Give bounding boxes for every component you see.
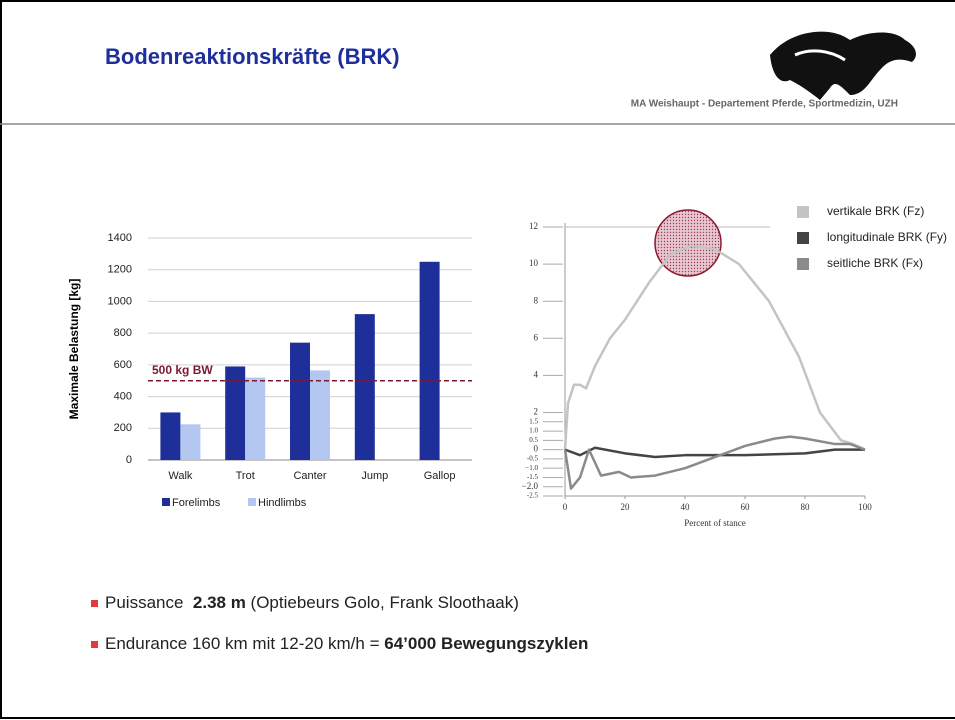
bullet-part: Puissance (105, 593, 193, 612)
bar (245, 377, 266, 460)
bullet-marker (91, 600, 98, 607)
y-tick-label: 0 (126, 454, 132, 466)
y-tick-label: 4 (534, 369, 539, 379)
y-tick-label: 600 (114, 359, 132, 371)
y-tick-label: 0 (534, 444, 539, 454)
y-tick-label: 6 (534, 332, 539, 342)
legend-swatch (162, 498, 170, 506)
x-tick-label: Jump (361, 470, 388, 482)
bar-chart: 0 200 400 600 800 1000 1200 1400 Maximale Belast… (67, 232, 472, 509)
highlight (654, 209, 722, 277)
horse-logo-detail (794, 49, 846, 62)
legend-swatch (797, 258, 809, 270)
x-axis-label: Percent of stance (684, 518, 745, 528)
series-line (563, 244, 866, 451)
x-tick-label: 0 (563, 502, 568, 512)
x-tick-label: 80 (801, 502, 811, 512)
legend-label: Hindlimbs (258, 497, 307, 509)
title: Bodenreaktionskräfte (BRK) (105, 44, 400, 69)
y-tick-label: 1200 (108, 264, 132, 276)
series-line (564, 446, 865, 459)
series-line (563, 435, 866, 490)
x-tick-label: Walk (168, 470, 193, 482)
bullet-part: Endurance 160 km mit 12-20 km/h = (105, 634, 384, 653)
bullet-part: (Optiebeurs Golo, Frank Sloothaak) (246, 593, 519, 612)
legend-swatch (797, 232, 809, 244)
y-tick-label: 12 (529, 221, 538, 231)
y-tick-label: -1.5 (527, 473, 539, 481)
y-tick-label: 0.5 (529, 436, 538, 444)
y-tick-label: 1.5 (529, 417, 538, 425)
y-tick-label: 2 (534, 407, 539, 417)
x-tick-label: 40 (681, 502, 691, 512)
y-tick-label: 10 (529, 258, 539, 268)
horse-logo (770, 31, 916, 100)
legend-swatch (248, 498, 256, 506)
y-axis-label: Maximale Belastung [kg] (67, 279, 81, 420)
bullet-part: 2.38 m (193, 593, 246, 612)
bar (310, 370, 330, 460)
bullet-text: Endurance 160 km mit 12-20 km/h = 64’000… (105, 634, 588, 653)
bar (180, 424, 201, 460)
x-tick-label: Canter (293, 470, 326, 482)
y-tick-label: 1000 (108, 295, 132, 307)
bar (290, 342, 310, 460)
x-tick-label: 20 (621, 502, 631, 512)
legend-swatch (797, 206, 809, 218)
y-tick-label: 1400 (108, 232, 132, 244)
bar (419, 261, 440, 460)
bullet-part: 64’000 Bewegungszyklen (384, 634, 588, 653)
x-tick-label: Gallop (424, 470, 456, 482)
bullet-marker (91, 641, 98, 648)
y-tick-label: 400 (114, 390, 132, 402)
y-tick-label: −2.0 (522, 481, 539, 491)
x-tick-label: 60 (741, 502, 751, 512)
bar (354, 314, 375, 460)
x-tick-label: Trot (236, 470, 255, 482)
y-tick-label: -2.5 (527, 492, 539, 500)
legend-label: longitudinale BRK (Fy) (827, 230, 947, 244)
y-tick-label: 8 (534, 295, 539, 305)
y-tick-label: 1.0 (529, 427, 538, 435)
y-tick-label: −1.0 (525, 464, 538, 472)
reference-label: 500 kg BW (152, 363, 213, 377)
y-tick-label: -0.5 (527, 455, 539, 463)
x-tick-label: 100 (858, 502, 872, 512)
bar (160, 412, 181, 460)
subtitle: MA Weishaupt - Departement Pferde, Sport… (631, 99, 898, 110)
bar (225, 366, 246, 460)
y-tick-label: 800 (114, 327, 132, 339)
bullets: Puissance 2.38 m (Optiebeurs Golo, Frank… (91, 593, 588, 653)
legend-label: vertikale BRK (Fz) (827, 204, 924, 218)
bullet-text: Puissance 2.38 m (Optiebeurs Golo, Frank… (105, 593, 519, 612)
legend-label: Forelimbs (172, 497, 221, 509)
legend-label: seitliche BRK (Fx) (827, 256, 923, 270)
y-tick-label: 200 (114, 422, 132, 434)
